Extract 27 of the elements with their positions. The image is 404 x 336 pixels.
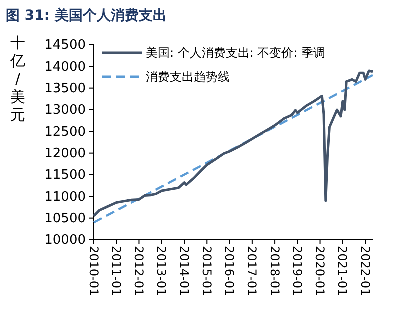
y-tick-label: 14000	[44, 60, 86, 75]
y-tick-label: 13000	[44, 103, 86, 118]
x-tick-label: 2013-01	[154, 246, 169, 296]
y-tick-label: 14500	[44, 38, 86, 54]
x-tick-label: 2016-01	[222, 246, 237, 296]
legend-label: 美国: 个人消费支出: 不变价: 季调	[146, 46, 326, 60]
y-tick-label: 11500	[44, 168, 86, 184]
x-tick-label: 2010-01	[86, 246, 101, 296]
x-tick-label: 2017-01	[245, 246, 260, 296]
x-tick-label: 2015-01	[200, 246, 214, 296]
y-tick-label: 10000	[44, 233, 86, 248]
x-tick-label: 2011-01	[109, 246, 124, 296]
y-tick-label: 11000	[44, 190, 86, 205]
y-axis-title: 十亿/美元	[10, 34, 26, 124]
legend-label: 消费支出趋势线	[146, 70, 230, 84]
y-tick-label: 13500	[44, 81, 86, 96]
x-tick-label: 2021-01	[336, 246, 350, 296]
x-tick-label: 2020-01	[313, 246, 328, 296]
x-tick-label: 2012-01	[132, 246, 146, 296]
chart-title: 图 31: 美国个人消费支出	[6, 7, 167, 24]
y-tick-label: 12000	[44, 146, 86, 162]
y-tick-label: 10500	[44, 211, 86, 226]
x-tick-label: 2018-01	[268, 246, 282, 296]
x-tick-label: 2019-01	[290, 246, 304, 296]
y-tick-label: 12500	[44, 124, 86, 140]
x-tick-label: 2014-01	[177, 246, 192, 296]
x-tick-label: 2022-01	[358, 246, 372, 296]
